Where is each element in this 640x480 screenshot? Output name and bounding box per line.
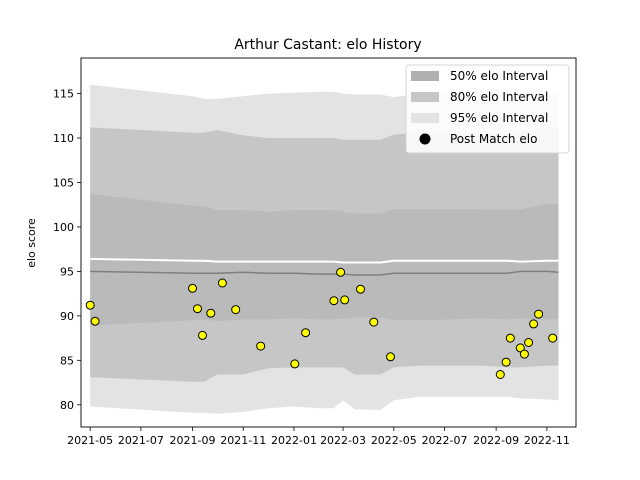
x-tick-label: 2022-09 bbox=[473, 434, 519, 447]
legend-label: 95% elo Interval bbox=[450, 111, 548, 125]
data-point bbox=[501, 357, 511, 367]
x-tick-label: 2022-01 bbox=[271, 434, 317, 447]
x-tick-label: 2022-07 bbox=[422, 434, 468, 447]
y-axis-ticks: 80 85 90 95 100 105 110 115 bbox=[53, 88, 81, 412]
data-point bbox=[198, 330, 207, 340]
data-point bbox=[515, 343, 525, 353]
y-tick-label: 85 bbox=[60, 354, 74, 367]
axes-frame bbox=[80, 57, 577, 428]
x-tick-label: 2021-11 bbox=[220, 434, 266, 447]
data-point bbox=[495, 370, 505, 379]
data-point bbox=[231, 305, 241, 315]
data-point bbox=[188, 283, 197, 293]
y-tick-label: 90 bbox=[60, 310, 74, 323]
y-tick-label: 100 bbox=[53, 221, 74, 234]
band-50-interval bbox=[90, 194, 559, 326]
data-point bbox=[290, 359, 300, 369]
data-point bbox=[206, 308, 216, 318]
data-point bbox=[369, 317, 379, 327]
chart-title: Arthur Castant: elo History bbox=[234, 37, 421, 53]
legend-box bbox=[405, 64, 570, 154]
legend-label: 50% elo Interval bbox=[450, 69, 548, 83]
data-point bbox=[85, 300, 95, 310]
legend-label: 80% elo Interval bbox=[450, 90, 548, 104]
data-point bbox=[519, 349, 529, 359]
data-point bbox=[386, 352, 395, 362]
data-point bbox=[90, 316, 100, 326]
legend-swatch bbox=[411, 92, 439, 102]
x-tick-label: 2022-11 bbox=[524, 434, 570, 447]
legend: 50% elo Interval 80% elo Interval 95% elo … bbox=[405, 64, 570, 154]
y-axis-label: elo score bbox=[25, 218, 38, 268]
data-point bbox=[505, 333, 515, 343]
data-point bbox=[217, 278, 227, 288]
legend-marker-post-match bbox=[419, 133, 431, 145]
y-tick-label: 110 bbox=[53, 132, 74, 145]
legend-swatch bbox=[411, 71, 439, 81]
data-point bbox=[548, 333, 558, 343]
x-tick-label: 2021-07 bbox=[118, 434, 164, 447]
data-point bbox=[524, 338, 534, 347]
legend-label: Post Match elo bbox=[450, 132, 537, 146]
y-tick-label: 105 bbox=[53, 176, 74, 189]
y-tick-label: 80 bbox=[60, 399, 74, 412]
y-tick-label: 95 bbox=[60, 265, 74, 278]
data-point bbox=[356, 284, 365, 294]
data-point bbox=[529, 319, 539, 329]
x-axis-ticks: 2021-05 2021-07 2021-09 2021-11 2022-01 2022-… bbox=[67, 427, 570, 447]
x-tick-label: 2022-05 bbox=[371, 434, 417, 447]
interval-bands bbox=[90, 84, 559, 414]
data-point bbox=[193, 304, 202, 314]
data-point bbox=[301, 328, 311, 338]
band-50-upper-edge bbox=[90, 257, 559, 264]
y-tick-label: 115 bbox=[53, 88, 74, 101]
x-tick-label: 2022-03 bbox=[320, 434, 366, 447]
data-point bbox=[336, 267, 346, 277]
post-match-points bbox=[85, 267, 558, 379]
x-tick-label: 2021-05 bbox=[67, 434, 113, 447]
data-point bbox=[256, 341, 266, 351]
legend-swatch bbox=[411, 113, 439, 123]
data-point bbox=[329, 296, 339, 306]
data-point bbox=[534, 309, 544, 319]
data-point bbox=[340, 295, 350, 305]
x-tick-label: 2021-09 bbox=[169, 434, 215, 447]
